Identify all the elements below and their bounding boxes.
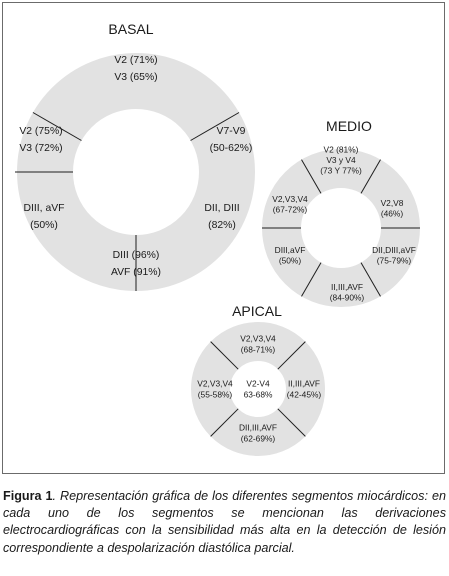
- segment-label-line: V2 (75%): [19, 126, 62, 137]
- segment-label-line: (42-45%): [287, 390, 322, 400]
- segment-label-line: (50%): [279, 255, 302, 265]
- apical-ring-band: [191, 322, 325, 456]
- segment-label-line: DII,DIII,aVF: [372, 245, 416, 255]
- basal-segment-lower-left: DIII, aVF (50%): [24, 203, 65, 231]
- segment-label-line: (50%): [30, 220, 58, 231]
- basal-segment-upper-left: V2 (75%) V3 (72%): [19, 126, 62, 154]
- segment-label-line: V3 (72%): [19, 143, 62, 154]
- apical-segment-bottom: DII,III,AVF(62-69%): [239, 423, 277, 444]
- apical-segment-divider: [277, 341, 306, 370]
- medio-segment-lower-right: DII,DIII,aVF(75-79%): [372, 245, 416, 266]
- apical-segment-top: V2,V3,V4(68-71%): [240, 334, 276, 355]
- medio-title: MEDIO: [326, 118, 372, 134]
- myocardial-segments-diagram: BASAL V2 (71%) V3 (65%) V2 (75%) V3 (72%) V7-…: [15, 21, 420, 456]
- apical-segment-divider: [210, 341, 239, 370]
- segment-label-line: V2,V3,V4: [272, 194, 308, 204]
- medio-segment-top: V2 (81%)V3 y V4(73 Y 77%): [320, 145, 362, 176]
- medio-segment-divider: [301, 262, 322, 297]
- medio-segment-upper-right: V2,V8(46%): [381, 198, 404, 219]
- basal-segment-bottom: DIII (96%) AVF (91%): [111, 250, 161, 278]
- segment-label-line: (75-79%): [377, 255, 412, 265]
- caption-text: . Representación gráfica de los diferent…: [3, 489, 446, 555]
- apical-segment-left: V2,V3,V4(55-58%): [197, 379, 233, 400]
- medio-segment-divider: [360, 262, 381, 297]
- segment-label-line: V2-V4: [246, 379, 270, 389]
- figure-frame: [2, 2, 445, 474]
- segment-label-line: DIII, aVF: [24, 203, 65, 214]
- basal-segment-top: V2 (71%) V3 (65%): [114, 55, 157, 83]
- segment-label-line: DIII,aVF: [275, 245, 306, 255]
- medio-segment-bottom: II,III,AVF(84-90%): [330, 282, 365, 303]
- basal-segment-divider: [190, 112, 240, 141]
- segment-label-line: AVF (91%): [111, 267, 161, 278]
- ring-basal: BASAL V2 (71%) V3 (65%) V2 (75%) V3 (72%) V7-…: [15, 21, 255, 291]
- basal-segment-lower-right: DII, DIII (82%): [204, 203, 239, 231]
- segment-label-line: V2,V8: [381, 198, 404, 208]
- segment-label-line: II,III,AVF: [288, 379, 320, 389]
- segment-label-line: DIII (96%): [113, 250, 160, 261]
- basal-title: BASAL: [108, 21, 153, 37]
- figure-caption: Figura 1. Representación gráfica de los …: [3, 488, 446, 557]
- segment-label-line: V2 (71%): [114, 55, 157, 66]
- medio-segment-divider: [360, 159, 381, 194]
- segment-label-line: 63-68%: [244, 390, 273, 400]
- basal-segment-divider: [32, 112, 82, 141]
- segment-label-line: (82%): [208, 220, 236, 231]
- segment-label-line: DII,III,AVF: [239, 423, 277, 433]
- segment-label-line: (84-90%): [330, 292, 365, 302]
- apical-title: APICAL: [232, 303, 282, 319]
- segment-label-line: (73 Y 77%): [320, 166, 362, 176]
- medio-segment-lower-left: DIII,aVF(50%): [275, 245, 306, 266]
- segment-label-line: (62-69%): [241, 434, 276, 444]
- ring-apical: APICALV2,V3,V4(68-71%)V2,V3,V4(55-58%)V2…: [191, 303, 325, 456]
- figure-label: Figura 1: [3, 489, 53, 503]
- apical-segment-divider: [210, 408, 239, 437]
- segment-label-line: DII, DIII: [204, 203, 239, 214]
- segment-label-line: (67-72%): [273, 204, 308, 214]
- ring-medio: MEDIO V2 (81%)V3 y V4(73 Y 77%) V2,V3,V4(6…: [262, 118, 420, 307]
- segment-label-line: V3 y V4: [326, 155, 356, 165]
- apical-segment-right: II,III,AVF(42-45%): [287, 379, 322, 400]
- segment-label-line: V2,V3,V4: [240, 334, 276, 344]
- segment-label-line: V2 (81%): [324, 145, 359, 155]
- segment-label-line: II,III,AVF: [331, 282, 363, 292]
- segment-label-line: (50-62%): [210, 143, 253, 154]
- segment-label-line: (55-58%): [198, 390, 233, 400]
- segment-label-line: V2,V3,V4: [197, 379, 233, 389]
- segment-label-line: (46%): [381, 208, 404, 218]
- segment-label-line: (68-71%): [241, 345, 276, 355]
- segment-label-line: V3 (65%): [114, 72, 157, 83]
- segment-label-line: V7-V9: [217, 126, 246, 137]
- medio-segment-divider: [301, 159, 322, 194]
- basal-segment-upper-right: V7-V9 (50-62%): [210, 126, 253, 154]
- medio-segment-upper-left: V2,V3,V4(67-72%): [272, 194, 308, 215]
- apical-segment-divider: [277, 408, 306, 437]
